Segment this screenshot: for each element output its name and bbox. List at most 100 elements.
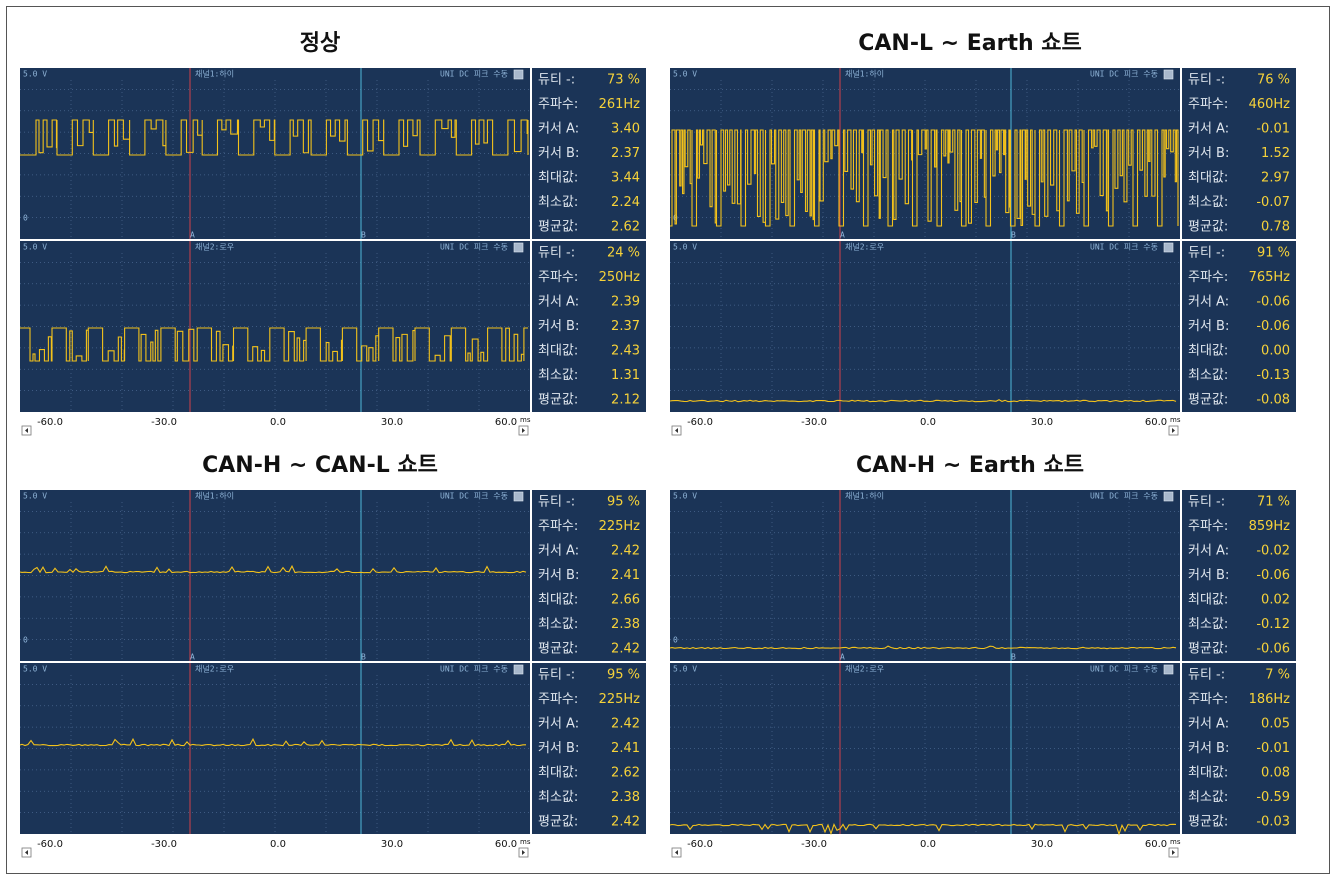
stat-value: 1.31 xyxy=(611,368,640,383)
channel-name: 채널2:로우 xyxy=(845,664,884,674)
x-tick-label: -60.0 xyxy=(37,417,63,428)
stat-value: 91 % xyxy=(1257,246,1290,261)
x-tick-label: -60.0 xyxy=(687,417,713,428)
stat-label: 듀티 -: xyxy=(1188,246,1225,261)
stat-value: 2.43 xyxy=(611,344,640,359)
stat-value: 2.12 xyxy=(611,393,640,408)
x-tick-label: -60.0 xyxy=(37,839,63,850)
menu-icon xyxy=(514,70,523,79)
stat-value: -0.08 xyxy=(1256,393,1290,408)
stat-value: 2.38 xyxy=(611,617,640,632)
volt-scale: 5.0 V xyxy=(23,665,47,674)
stat-value: 71 % xyxy=(1257,495,1290,510)
mode: UNI DC 피크 수동 xyxy=(440,665,508,674)
zero-marker: 0 xyxy=(673,636,678,645)
stat-label: 주파수: xyxy=(1188,270,1228,285)
stat-value: 2.62 xyxy=(611,220,640,235)
stat-label: 최소값: xyxy=(1188,195,1228,210)
stat-label: 최소값: xyxy=(538,790,578,805)
cursor-label: B xyxy=(361,653,366,662)
stat-value: -0.06 xyxy=(1256,319,1290,334)
stat-label: 주파수: xyxy=(1188,519,1228,534)
stat-value: -0.06 xyxy=(1256,642,1290,657)
stat-label: 커서 B: xyxy=(538,146,579,161)
panel-title: CAN-H ~ Earth 쇼트 xyxy=(856,453,1084,478)
cursor-label: A xyxy=(840,231,845,240)
stat-value: 3.40 xyxy=(611,122,640,137)
x-tick-label: -30.0 xyxy=(801,839,827,850)
stat-label: 커서 B: xyxy=(538,741,579,756)
volt-scale: 5.0 V xyxy=(673,243,697,252)
stat-value: 2.38 xyxy=(611,790,640,805)
volt-scale: 5.0 V xyxy=(23,492,47,501)
stat-label: 최대값: xyxy=(538,766,578,781)
stat-value: -0.01 xyxy=(1256,741,1290,756)
x-tick-label: 30.0 xyxy=(381,839,403,850)
stat-label: 평균값: xyxy=(1188,815,1228,830)
stat-label: 최대값: xyxy=(1188,171,1228,186)
menu-icon xyxy=(1164,492,1173,501)
mode: UNI DC 피크 수동 xyxy=(1090,665,1158,674)
stat-label: 평균값: xyxy=(538,642,578,657)
stat-value: -0.13 xyxy=(1256,368,1290,383)
x-tick-label: -30.0 xyxy=(151,839,177,850)
stat-label: 듀티 -: xyxy=(538,73,575,88)
mode: UNI DC 피크 수동 xyxy=(1090,492,1158,501)
x-unit: ms xyxy=(520,416,531,424)
panel-title: CAN-L ~ Earth 쇼트 xyxy=(858,31,1082,56)
stat-value: 0.02 xyxy=(1261,593,1290,608)
stat-value: -0.06 xyxy=(1256,295,1290,310)
channel-name: 채널1:하이 xyxy=(845,69,884,79)
stat-label: 커서 B: xyxy=(1188,741,1229,756)
x-unit: ms xyxy=(1170,416,1181,424)
stat-label: 듀티 -: xyxy=(1188,668,1225,683)
figure: 정상5.0 V채널1:하이UNI DC 피크 수동0AB듀티 -:73 %주파수… xyxy=(0,0,1336,880)
stat-label: 최소값: xyxy=(538,617,578,632)
volt-scale: 5.0 V xyxy=(673,665,697,674)
stat-value: 3.44 xyxy=(611,171,640,186)
stat-label: 주파수: xyxy=(1188,97,1228,112)
stat-value: 0.08 xyxy=(1261,766,1290,781)
stat-value: 0.05 xyxy=(1261,717,1290,732)
channel-name: 채널2:로우 xyxy=(195,242,234,252)
x-tick-label: 60.0 xyxy=(1145,417,1167,428)
x-tick-label: 0.0 xyxy=(920,839,936,850)
stat-value: -0.06 xyxy=(1256,568,1290,583)
stat-label: 최대값: xyxy=(1188,344,1228,359)
stat-value: 2.24 xyxy=(611,195,640,210)
stat-value: 2.42 xyxy=(611,642,640,657)
stat-value: 95 % xyxy=(607,668,640,683)
stat-label: 듀티 -: xyxy=(1188,73,1225,88)
stat-value: 76 % xyxy=(1257,73,1290,88)
stat-label: 커서 B: xyxy=(1188,146,1229,161)
stat-value: 250Hz xyxy=(599,270,641,285)
stat-label: 최대값: xyxy=(1188,593,1228,608)
scope-panel: CAN-L ~ Earth 쇼트 5.0 V 채널1:하이 UNI DC 피크 수동 0… xyxy=(670,31,1296,435)
stat-label: 평균값: xyxy=(538,393,578,408)
menu-icon xyxy=(514,665,523,674)
menu-icon xyxy=(514,243,523,252)
stat-value: 0.00 xyxy=(1261,344,1290,359)
channel-name: 채널2:로우 xyxy=(195,664,234,674)
stat-label: 최소값: xyxy=(538,368,578,383)
page: {"panels": [ {"title": "정상", "channels":… xyxy=(0,0,1336,880)
stat-value: 765Hz xyxy=(1249,270,1291,285)
stat-value: 261Hz xyxy=(599,97,641,112)
stat-value: 7 % xyxy=(1265,668,1290,683)
x-tick-label: 30.0 xyxy=(381,417,403,428)
volt-scale: 5.0 V xyxy=(23,243,47,252)
stat-label: 주파수: xyxy=(538,692,578,707)
mode: UNI DC 피크 수동 xyxy=(440,243,508,252)
stat-value: 2.62 xyxy=(611,766,640,781)
x-tick-label: 60.0 xyxy=(1145,839,1167,850)
mode: UNI DC 피크 수동 xyxy=(1090,243,1158,252)
x-tick-label: 60.0 xyxy=(495,417,517,428)
stat-value: -0.12 xyxy=(1256,617,1290,632)
channel-name: 채널1:하이 xyxy=(195,69,234,79)
x-tick-label: -60.0 xyxy=(687,839,713,850)
x-unit: ms xyxy=(520,838,531,846)
stat-value: 859Hz xyxy=(1249,519,1291,534)
stat-label: 커서 A: xyxy=(538,122,579,137)
stat-value: -0.59 xyxy=(1256,790,1290,805)
